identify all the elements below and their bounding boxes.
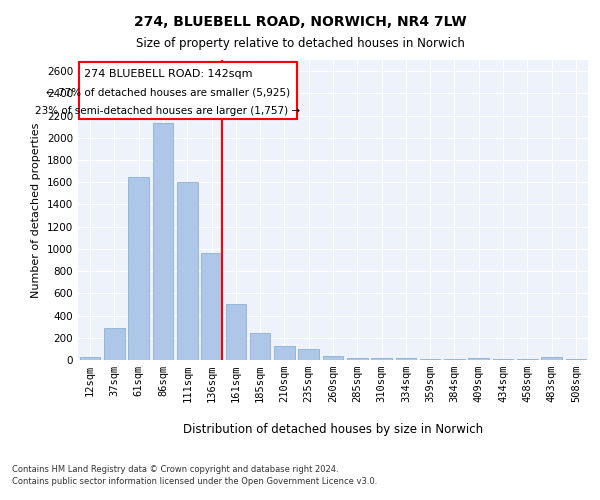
Bar bbox=[177, 182, 197, 360]
Bar bbox=[371, 358, 392, 360]
Bar bbox=[226, 304, 246, 360]
Bar bbox=[395, 358, 416, 360]
Bar bbox=[250, 333, 271, 360]
Y-axis label: Number of detached properties: Number of detached properties bbox=[31, 122, 41, 298]
Bar bbox=[201, 254, 222, 360]
Text: 274, BLUEBELL ROAD, NORWICH, NR4 7LW: 274, BLUEBELL ROAD, NORWICH, NR4 7LW bbox=[134, 15, 466, 29]
Bar bbox=[347, 358, 368, 360]
Text: Size of property relative to detached houses in Norwich: Size of property relative to detached ho… bbox=[136, 38, 464, 51]
Text: Contains HM Land Registry data © Crown copyright and database right 2024.: Contains HM Land Registry data © Crown c… bbox=[12, 465, 338, 474]
Bar bbox=[274, 346, 295, 360]
Bar bbox=[298, 349, 319, 360]
Bar bbox=[152, 124, 173, 360]
Text: ← 77% of detached houses are smaller (5,925): ← 77% of detached houses are smaller (5,… bbox=[46, 88, 290, 98]
Text: 23% of semi-detached houses are larger (1,757) →: 23% of semi-detached houses are larger (… bbox=[35, 106, 301, 116]
Text: 274 BLUEBELL ROAD: 142sqm: 274 BLUEBELL ROAD: 142sqm bbox=[83, 68, 252, 78]
Bar bbox=[104, 328, 125, 360]
Bar bbox=[323, 356, 343, 360]
Text: Contains public sector information licensed under the Open Government Licence v3: Contains public sector information licen… bbox=[12, 478, 377, 486]
Text: Distribution of detached houses by size in Norwich: Distribution of detached houses by size … bbox=[183, 422, 483, 436]
Bar bbox=[469, 358, 489, 360]
Bar bbox=[79, 62, 296, 119]
Bar bbox=[420, 359, 440, 360]
Bar bbox=[128, 176, 149, 360]
Bar bbox=[541, 356, 562, 360]
Bar bbox=[80, 357, 100, 360]
